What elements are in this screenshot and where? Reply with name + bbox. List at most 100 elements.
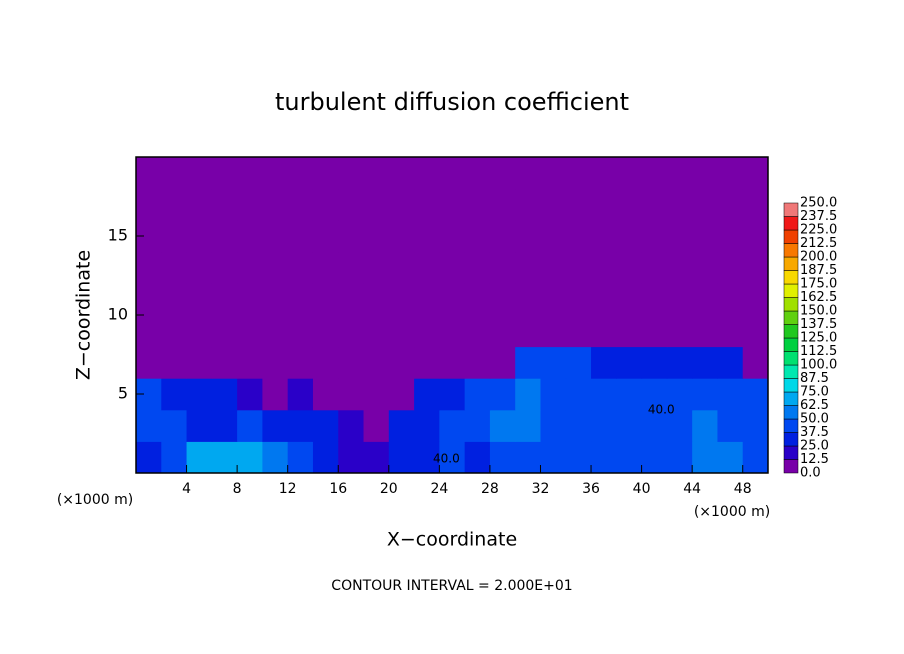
field-cell xyxy=(262,157,289,190)
field-cell xyxy=(338,157,365,190)
field-cell xyxy=(161,315,188,348)
field-cell xyxy=(338,409,365,442)
y-tick-label: 15 xyxy=(108,226,128,245)
field-cell xyxy=(211,220,238,253)
field-cell xyxy=(540,251,567,284)
field-cell xyxy=(565,220,592,253)
field-cell xyxy=(338,251,365,284)
field-cell xyxy=(414,157,440,190)
field-cell xyxy=(439,378,466,411)
field-cell xyxy=(338,378,365,411)
field-cell xyxy=(414,283,440,316)
field-cell xyxy=(464,441,491,474)
field-cell xyxy=(692,441,718,474)
field-cell xyxy=(540,220,567,253)
field-cell xyxy=(388,157,415,190)
colorbar-label: 125.0 xyxy=(800,331,837,346)
field-cell xyxy=(161,378,188,411)
field-cell xyxy=(565,346,592,379)
x-tick-label: 20 xyxy=(380,481,398,497)
field-cell xyxy=(161,346,188,379)
colorbar-band xyxy=(783,391,799,406)
field-cell xyxy=(237,346,263,379)
field-cell xyxy=(186,409,213,442)
field-cell xyxy=(186,188,213,221)
x-tick-label: 40 xyxy=(633,481,651,497)
field-cell xyxy=(237,315,263,348)
field-cell xyxy=(591,220,617,253)
field-cell xyxy=(211,378,238,411)
colorbar-label: 25.0 xyxy=(800,439,829,454)
field-cell xyxy=(262,220,289,253)
field-cell xyxy=(692,251,718,284)
field-cell xyxy=(540,315,567,348)
field-cell xyxy=(666,157,693,190)
x-tick-label: 32 xyxy=(532,481,550,497)
field-cell xyxy=(692,188,718,221)
field-cell xyxy=(439,441,466,474)
field-cell xyxy=(641,409,668,442)
field-cell xyxy=(186,441,213,474)
contour-label: 40.0 xyxy=(648,402,675,416)
field-cell xyxy=(489,220,516,253)
x-tick-label: 16 xyxy=(329,481,347,497)
field-cell xyxy=(489,283,516,316)
field-cell xyxy=(540,409,567,442)
y-tick-label: 10 xyxy=(108,305,128,324)
field-cell xyxy=(363,157,390,190)
colorbar-band xyxy=(783,418,799,433)
field-cell xyxy=(591,346,617,379)
field-cell xyxy=(211,188,238,221)
field-cell xyxy=(489,251,516,284)
field-cell xyxy=(388,315,415,348)
field-cell xyxy=(591,315,617,348)
colorbar-label: 12.5 xyxy=(800,452,829,467)
field-cell xyxy=(312,188,339,221)
field-cell xyxy=(641,378,668,411)
field-cell xyxy=(312,251,339,284)
field-cell xyxy=(186,220,213,253)
field-cell xyxy=(616,157,643,190)
field xyxy=(136,157,769,474)
field-cell xyxy=(742,220,769,253)
field-cell xyxy=(136,409,162,442)
field-cell xyxy=(464,409,491,442)
field-cell xyxy=(312,220,339,253)
field-cell xyxy=(338,220,365,253)
field-cell xyxy=(287,409,314,442)
field-cell xyxy=(363,251,390,284)
colorbar-band xyxy=(783,459,799,474)
colorbar-band xyxy=(783,202,799,217)
field-cell xyxy=(414,188,440,221)
field-cell xyxy=(186,251,213,284)
field-cell xyxy=(515,188,541,221)
field-cell xyxy=(388,346,415,379)
field-cell xyxy=(641,251,668,284)
footer: CONTOUR INTERVAL = 2.000E+01 xyxy=(331,578,572,594)
field-cell xyxy=(717,220,744,253)
contour-label: 40.0 xyxy=(433,451,460,465)
field-cell xyxy=(717,157,744,190)
field-cell xyxy=(262,346,289,379)
field-cell xyxy=(692,283,718,316)
field-cell xyxy=(161,441,188,474)
field-cell xyxy=(211,409,238,442)
field-cell xyxy=(211,251,238,284)
field-cell xyxy=(136,283,162,316)
y-tick-label: 5 xyxy=(118,384,128,403)
colorbar-band xyxy=(783,229,799,244)
field-cell xyxy=(439,283,466,316)
field-cell xyxy=(641,220,668,253)
colorbar-label: 87.5 xyxy=(800,371,829,386)
field-cell xyxy=(540,283,567,316)
field-cell xyxy=(262,441,289,474)
field-cell xyxy=(591,251,617,284)
x-tick-label: 12 xyxy=(279,481,297,497)
field-cell xyxy=(565,315,592,348)
field-cell xyxy=(742,157,769,190)
field-cell xyxy=(136,251,162,284)
field-cell xyxy=(363,315,390,348)
field-cell xyxy=(287,378,314,411)
field-cell xyxy=(338,315,365,348)
field-cell xyxy=(464,378,491,411)
